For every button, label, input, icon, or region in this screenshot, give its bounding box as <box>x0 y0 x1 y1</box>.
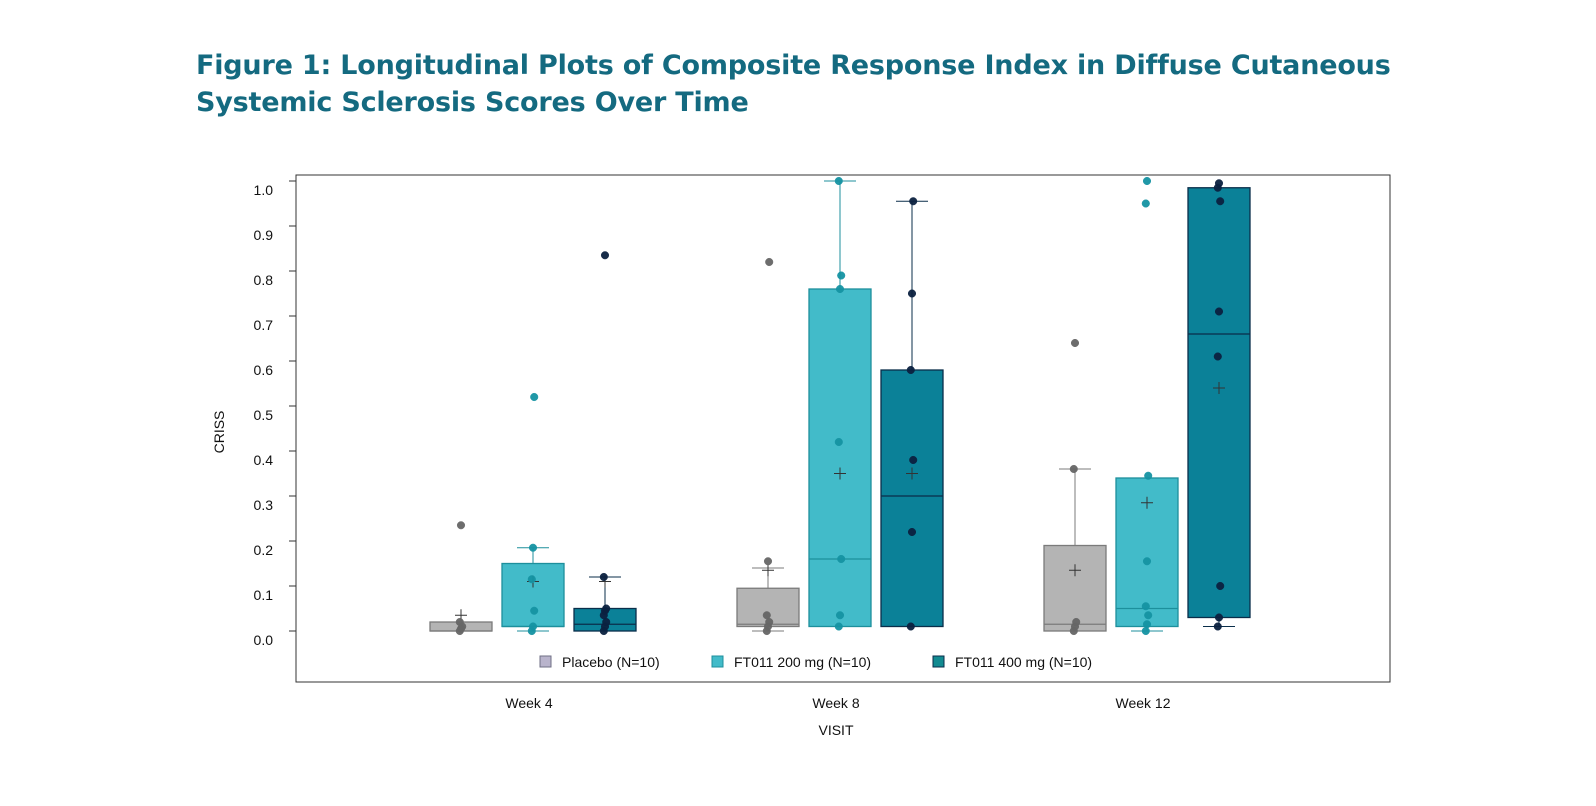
data-point <box>906 365 915 375</box>
data-point <box>1216 581 1225 591</box>
legend-label: Placebo (N=10) <box>562 654 660 670</box>
x-category-label: Week 4 <box>505 695 552 711</box>
legend-swatch <box>932 655 945 668</box>
data-point <box>837 554 846 564</box>
box-body <box>808 288 872 628</box>
data-point <box>1144 611 1153 620</box>
data-point <box>907 527 917 537</box>
box-plot-series <box>429 176 1251 636</box>
data-point <box>1214 179 1224 188</box>
data-point <box>906 622 915 631</box>
data-point <box>835 611 845 620</box>
y-tick-label: 0.2 <box>254 542 274 558</box>
data-point <box>528 622 538 631</box>
data-point <box>1072 617 1081 627</box>
data-point <box>530 392 539 402</box>
data-point <box>602 604 611 613</box>
legend-swatch <box>711 655 724 668</box>
box-body <box>880 369 944 628</box>
box-body <box>501 562 565 628</box>
data-point <box>834 437 843 447</box>
data-point <box>1213 622 1222 631</box>
y-tick-label: 0.5 <box>254 407 274 423</box>
data-point <box>762 611 771 620</box>
box-body <box>1043 544 1107 632</box>
x-axis-category-labels: Week 4 Week 8 Week 12 <box>505 695 1170 711</box>
y-axis-label: CRISS <box>211 411 227 454</box>
data-point <box>907 289 917 298</box>
data-point <box>763 557 773 566</box>
y-tick-label: 0.6 <box>254 362 274 378</box>
data-point <box>834 176 843 186</box>
data-point <box>837 271 846 280</box>
data-point <box>455 617 464 627</box>
x-category-label: Week 12 <box>1116 695 1171 711</box>
y-tick-label: 0.7 <box>254 317 274 333</box>
data-point <box>1142 557 1152 566</box>
data-point <box>530 606 539 615</box>
data-point <box>1141 199 1150 208</box>
data-point <box>1142 620 1152 629</box>
y-tick-label: 0.1 <box>254 587 274 603</box>
data-point <box>765 257 774 267</box>
y-tick-label: 1.0 <box>254 182 274 198</box>
plot-frame <box>295 174 1391 683</box>
y-tick-label: 0.9 <box>254 227 274 243</box>
legend: Placebo (N=10) FT011 200 mg (N=10) FT011 4… <box>539 654 1092 670</box>
data-point <box>456 521 466 530</box>
data-point <box>1141 626 1150 636</box>
data-point <box>834 622 843 631</box>
data-point <box>1216 197 1225 206</box>
y-tick-label: 0.3 <box>254 497 274 513</box>
data-point <box>835 284 845 294</box>
data-point <box>1069 464 1078 474</box>
data-point <box>1144 471 1153 480</box>
data-point <box>909 197 918 206</box>
legend-swatch <box>539 655 552 668</box>
box-body <box>1187 187 1251 619</box>
data-point <box>599 572 608 582</box>
y-tick-label: 0.4 <box>254 452 274 468</box>
data-point <box>1142 176 1152 186</box>
y-tick-label: 0.0 <box>254 632 274 648</box>
data-point <box>602 617 611 627</box>
data-point <box>600 251 610 260</box>
legend-label: FT011 200 mg (N=10) <box>734 654 871 670</box>
x-axis-label: VISIT <box>818 722 853 738</box>
data-point <box>765 617 774 627</box>
data-point <box>1214 307 1224 316</box>
data-point <box>528 543 538 552</box>
data-point <box>1213 352 1222 361</box>
data-point <box>1214 613 1224 622</box>
data-point <box>527 575 536 584</box>
legend-label: FT011 400 mg (N=10) <box>955 654 1092 670</box>
data-point <box>909 455 918 465</box>
y-axis-ticks: 0.0 0.1 0.2 0.3 0.4 0.5 0.6 0.7 0.8 0.9 1.0 <box>254 180 296 648</box>
y-tick-label: 0.8 <box>254 272 274 288</box>
figure-title: Figure 1: Longitudinal Plots of Composit… <box>196 50 1391 118</box>
x-category-label: Week 8 <box>812 695 859 711</box>
data-point <box>1070 338 1080 348</box>
data-point <box>1141 602 1150 611</box>
